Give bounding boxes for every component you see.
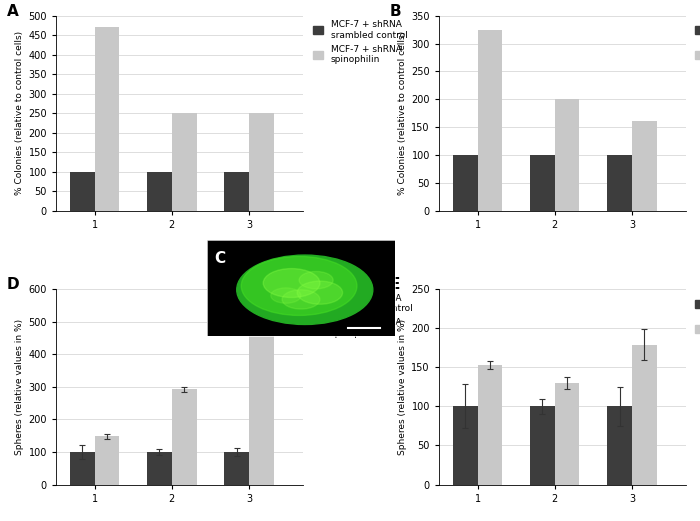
Y-axis label: % Colonies (relative to control cells): % Colonies (relative to control cells) bbox=[15, 31, 24, 195]
Circle shape bbox=[241, 256, 357, 315]
Bar bbox=[530, 406, 555, 485]
Bar bbox=[94, 27, 119, 211]
Legend: MCF-7 + shRNA
srambled control, MCF-7 + shRNA
spinophilin: MCF-7 + shRNA srambled control, MCF-7 + … bbox=[312, 20, 407, 65]
Circle shape bbox=[298, 281, 342, 304]
Bar bbox=[608, 406, 632, 485]
Bar bbox=[147, 452, 172, 485]
Text: A: A bbox=[6, 4, 18, 19]
Bar bbox=[172, 390, 197, 485]
Circle shape bbox=[271, 288, 301, 303]
Bar bbox=[172, 114, 197, 211]
Y-axis label: % Colonies (relative to control cells): % Colonies (relative to control cells) bbox=[398, 31, 407, 195]
Bar bbox=[477, 30, 503, 211]
Bar bbox=[249, 321, 274, 485]
Bar bbox=[224, 172, 249, 211]
Bar bbox=[632, 345, 657, 485]
Text: B: B bbox=[389, 4, 401, 19]
Bar bbox=[477, 365, 503, 485]
Circle shape bbox=[299, 271, 333, 289]
Text: C: C bbox=[214, 251, 225, 266]
Bar bbox=[249, 114, 274, 211]
Bar bbox=[608, 155, 632, 211]
Bar bbox=[70, 172, 94, 211]
Y-axis label: Spheres (relative values in %): Spheres (relative values in %) bbox=[15, 319, 24, 455]
Bar bbox=[70, 452, 94, 485]
Text: E: E bbox=[389, 278, 400, 292]
Legend: MCF7 + sh RNA
scrambled control, MCF7 + sh RNA
spinophilin: MCF7 + sh RNA scrambled control, MCF7 + … bbox=[312, 294, 412, 338]
Bar bbox=[632, 120, 657, 211]
Bar bbox=[554, 383, 580, 485]
Bar bbox=[530, 155, 555, 211]
Bar bbox=[554, 100, 580, 211]
Circle shape bbox=[282, 290, 320, 309]
Legend: SUM159 + shRNA srambled
control, SUM159 + shRNA
spinophilin: SUM159 + shRNA srambled control, SUM159 … bbox=[696, 20, 700, 65]
Bar bbox=[224, 452, 249, 485]
Text: D: D bbox=[6, 278, 19, 292]
Circle shape bbox=[263, 269, 320, 297]
Legend: SUM159 + sh RNA
scrambled control, SUM159 + sh RNA
spinophilin: SUM159 + sh RNA scrambled control, SUM15… bbox=[696, 294, 700, 338]
Bar bbox=[453, 155, 477, 211]
Bar bbox=[94, 437, 119, 485]
Bar bbox=[453, 406, 477, 485]
Y-axis label: Spheres (relative values in %): Spheres (relative values in %) bbox=[398, 319, 407, 455]
Circle shape bbox=[237, 255, 373, 325]
Bar bbox=[147, 172, 172, 211]
